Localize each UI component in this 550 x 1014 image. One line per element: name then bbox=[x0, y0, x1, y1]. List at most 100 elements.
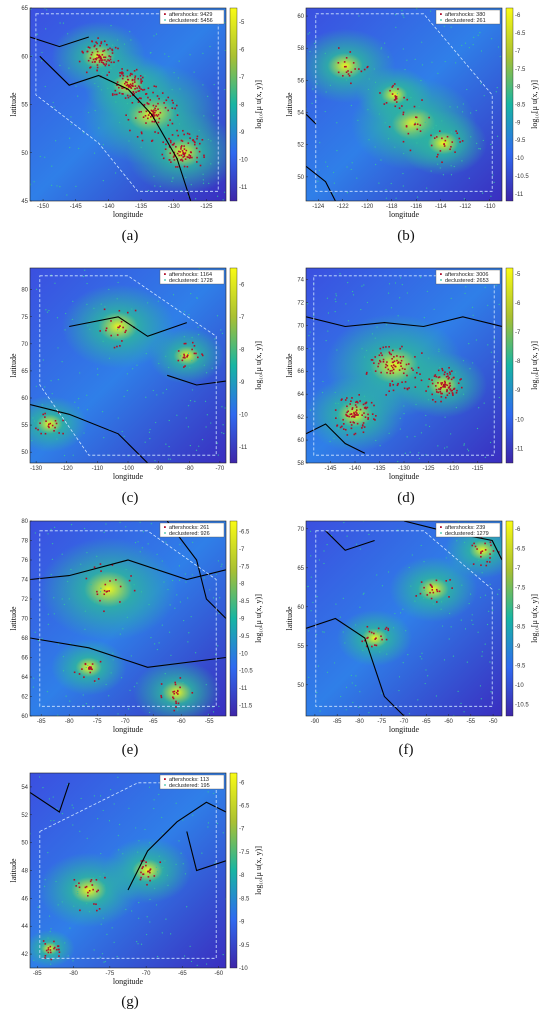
aftershock-point bbox=[94, 61, 96, 63]
aftershock-point bbox=[446, 384, 449, 387]
declustered-point bbox=[310, 610, 312, 612]
aftershock-point bbox=[190, 151, 192, 154]
aftershock-point bbox=[448, 371, 451, 374]
aftershock-point bbox=[396, 355, 398, 357]
aftershock-point bbox=[129, 86, 132, 88]
declustered-point bbox=[363, 395, 366, 397]
declustered-point bbox=[172, 110, 174, 112]
declustered-point bbox=[408, 566, 410, 569]
coastline bbox=[30, 559, 226, 581]
declustered-point bbox=[158, 855, 160, 857]
aftershock-point bbox=[447, 378, 450, 380]
aftershock-point bbox=[133, 589, 136, 592]
declustered-point bbox=[115, 172, 117, 174]
aftershock-point bbox=[437, 382, 439, 384]
declustered-point bbox=[189, 444, 191, 447]
declustered-point bbox=[378, 113, 380, 115]
aftershock-point bbox=[104, 876, 106, 879]
colorbar bbox=[229, 772, 238, 969]
declustered-point bbox=[101, 953, 104, 955]
aftershock-point bbox=[419, 592, 422, 595]
declustered-point bbox=[48, 915, 51, 917]
declustered-point bbox=[468, 47, 470, 49]
aftershock-point bbox=[140, 80, 142, 82]
aftershock-point bbox=[406, 98, 409, 101]
declustered-point bbox=[481, 572, 483, 574]
declustered-point bbox=[202, 179, 204, 181]
declustered-point bbox=[380, 640, 382, 642]
declustered-point bbox=[206, 414, 208, 416]
declustered-point bbox=[100, 852, 102, 855]
declustered-point bbox=[344, 642, 346, 644]
aftershock-point bbox=[343, 61, 346, 63]
declustered-point bbox=[463, 443, 465, 445]
declustered-point bbox=[224, 407, 226, 409]
declustered-point bbox=[125, 908, 127, 911]
declustered-point bbox=[108, 62, 111, 64]
declustered-point bbox=[153, 799, 155, 801]
declustered-point bbox=[99, 956, 101, 958]
declustered-point bbox=[339, 273, 341, 275]
declustered-point bbox=[347, 281, 349, 284]
aftershock-point bbox=[98, 56, 101, 59]
aftershock-point bbox=[180, 148, 182, 150]
aftershock-point bbox=[489, 557, 491, 559]
aftershock-point bbox=[111, 93, 114, 95]
declustered-point bbox=[323, 631, 325, 633]
declustered-point bbox=[145, 396, 147, 398]
declustered-point bbox=[310, 576, 312, 578]
aftershock-point bbox=[129, 74, 131, 77]
declustered-point bbox=[398, 676, 401, 678]
aftershock-point bbox=[123, 82, 126, 85]
aftershock-point bbox=[444, 383, 447, 386]
aftershock-point bbox=[452, 388, 455, 391]
aftershock-point bbox=[366, 637, 368, 640]
aftershock-point bbox=[420, 581, 423, 583]
aftershock-point bbox=[364, 406, 367, 409]
aftershock-point bbox=[117, 326, 119, 329]
declustered-point bbox=[462, 103, 464, 105]
aftershock-point bbox=[353, 411, 355, 414]
declustered-point bbox=[54, 526, 56, 528]
aftershock-point bbox=[361, 427, 363, 429]
declustered-point bbox=[140, 146, 142, 148]
aftershock-point bbox=[435, 391, 438, 393]
declustered-point bbox=[421, 110, 423, 112]
declustered-point bbox=[380, 159, 382, 161]
declustered-point bbox=[221, 406, 223, 408]
declustered-point bbox=[92, 877, 95, 879]
aftershock-point bbox=[345, 413, 347, 416]
aftershock-point bbox=[145, 110, 148, 113]
declustered-point bbox=[126, 373, 129, 375]
declustered-point bbox=[495, 284, 497, 287]
x-tick-label: -130 bbox=[398, 466, 411, 472]
declustered-point bbox=[75, 185, 77, 187]
declustered-point bbox=[35, 288, 38, 290]
aftershock-point bbox=[155, 105, 157, 108]
declustered-point bbox=[369, 370, 371, 373]
declustered-point bbox=[123, 43, 126, 45]
declustered-point bbox=[61, 812, 64, 815]
aftershock-point bbox=[357, 414, 359, 416]
aftershock-point bbox=[353, 433, 356, 436]
declustered-point bbox=[366, 349, 368, 352]
aftershock-point bbox=[349, 421, 352, 424]
declustered-point bbox=[460, 702, 462, 704]
aftershock-point bbox=[142, 116, 145, 119]
aftershock-point bbox=[201, 353, 203, 356]
aftershock-point bbox=[91, 51, 94, 54]
aftershock-point bbox=[126, 81, 128, 84]
aftershock-point bbox=[452, 376, 455, 379]
aftershock-point bbox=[456, 132, 459, 135]
declustered-point bbox=[112, 659, 114, 661]
declustered-point bbox=[47, 533, 49, 535]
declustered-point bbox=[163, 581, 165, 583]
declustered-point bbox=[224, 49, 226, 52]
aftershock-point bbox=[388, 126, 391, 128]
aftershock-point bbox=[451, 392, 454, 395]
declustered-point bbox=[357, 119, 359, 122]
aftershock-point bbox=[388, 351, 391, 354]
declustered-point bbox=[158, 642, 160, 644]
declustered-point bbox=[183, 336, 185, 338]
aftershock-point bbox=[47, 423, 50, 426]
